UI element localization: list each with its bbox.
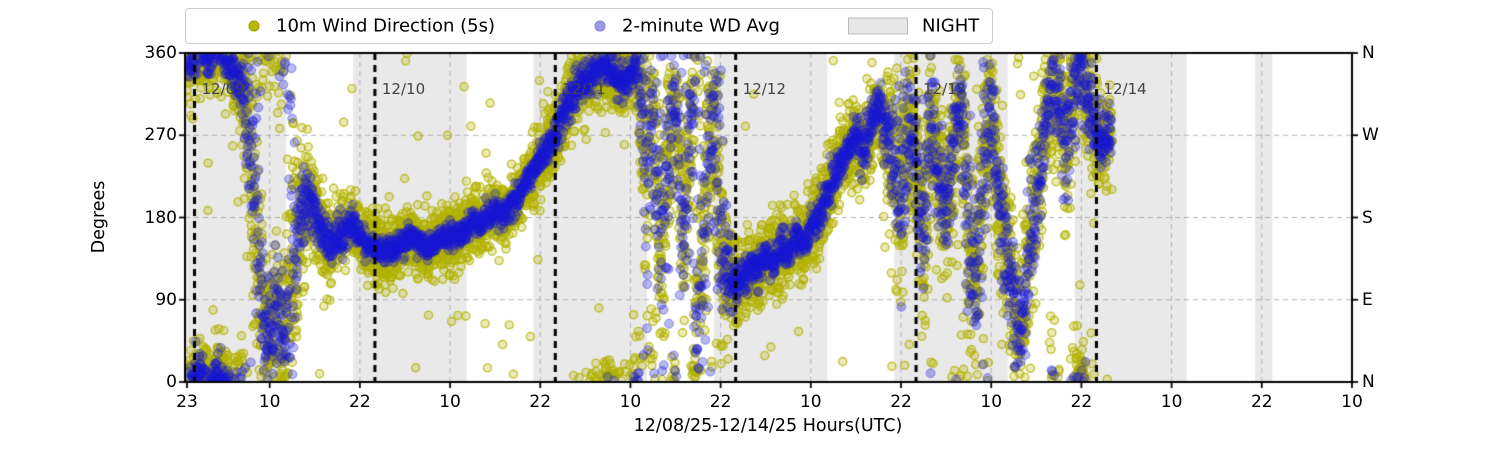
legend-label-wd-avg: 2-minute WD Avg xyxy=(622,15,780,37)
compass-label: N xyxy=(1362,372,1375,392)
y-tick-label: 360 xyxy=(144,43,177,63)
x-tick-label: 10 xyxy=(980,392,1003,412)
y-tick-label: 180 xyxy=(144,207,177,228)
x-tick-label: 22 xyxy=(1070,392,1093,412)
night-patch-icon xyxy=(848,17,908,35)
legend-label-wind-direction: 10m Wind Direction (5s) xyxy=(276,15,496,37)
x-tick-label: 22 xyxy=(709,392,732,412)
x-tick-label: 10 xyxy=(439,392,461,412)
legend-label-night: NIGHT xyxy=(922,15,980,37)
x-tick-label: 10 xyxy=(1341,392,1363,412)
x-tick-label: 10 xyxy=(1160,392,1183,412)
x-tick-label: 10 xyxy=(619,392,642,412)
x-tick-label: 10 xyxy=(258,392,281,412)
x-tick-label: 10 xyxy=(799,392,822,412)
day-label: 12/11 xyxy=(562,80,606,98)
compass-label: N xyxy=(1362,43,1375,63)
wd-avg-dot-icon xyxy=(594,20,606,32)
day-label: 12/10 xyxy=(381,80,426,98)
legend: 10m Wind Direction (5s) 2-minute WD Avg … xyxy=(185,8,993,44)
compass-label: W xyxy=(1362,125,1379,146)
x-tick-label: 22 xyxy=(349,392,371,412)
x-axis-label: 12/08/25-12/14/25 Hours(UTC) xyxy=(633,416,903,436)
x-tick-label: 22 xyxy=(890,392,912,412)
x-tick-label: 22 xyxy=(1250,392,1273,412)
x-tick-label: 23 xyxy=(176,392,198,412)
day-label: 12/14 xyxy=(1103,80,1147,98)
compass-label: E xyxy=(1362,289,1373,310)
y-axis-label: Degrees xyxy=(89,180,109,254)
y-tick-label: 0 xyxy=(166,372,177,392)
day-label: 12/09 xyxy=(201,80,245,98)
y-tick-label: 270 xyxy=(144,125,177,146)
day-label: 12/13 xyxy=(923,80,967,98)
day-label: 12/12 xyxy=(742,80,786,98)
y-tick-label: 90 xyxy=(155,289,177,310)
wind-direction-dot-icon xyxy=(248,20,260,32)
x-tick-label: 22 xyxy=(529,392,552,412)
compass-label: S xyxy=(1362,207,1373,228)
